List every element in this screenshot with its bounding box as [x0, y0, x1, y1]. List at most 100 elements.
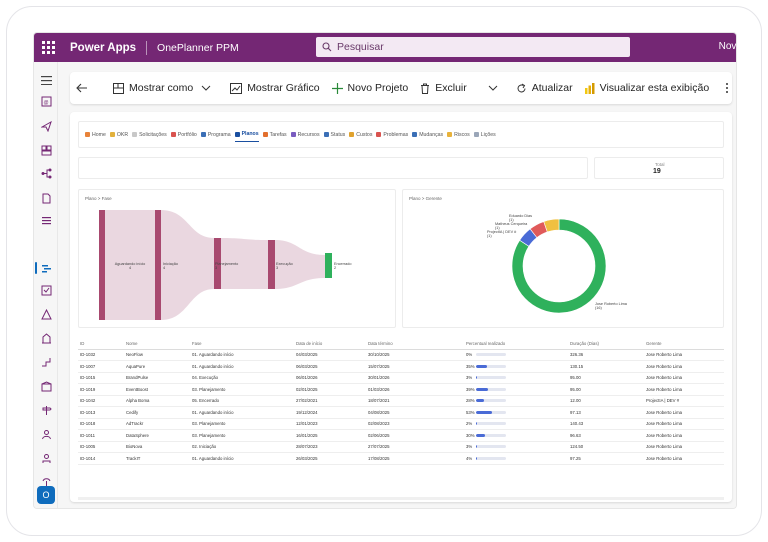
cell-dur: 326.36 — [570, 352, 584, 358]
signpost-icon[interactable] — [40, 404, 52, 416]
table-row[interactable]: ID-1011 DataSphere 03. Planejamento 16/01/2… — [78, 430, 724, 442]
column-header[interactable]: Gerente — [646, 340, 662, 346]
cell-dur: 95.00 — [570, 375, 581, 381]
tab-label: Recursos — [297, 131, 320, 138]
tab-problemas[interactable]: Problemas — [376, 128, 408, 142]
sankey-chart[interactable] — [79, 190, 395, 327]
tasks-icon[interactable] — [40, 284, 52, 296]
user-icon[interactable] — [40, 452, 52, 464]
table-row[interactable]: ID-1013 Cedify 01. Aguardando início 19/12/… — [78, 407, 724, 419]
table-row[interactable]: ID-1007 AquaPure 01. Aguardando início 06/0… — [78, 361, 724, 373]
column-header[interactable]: ID — [80, 340, 85, 346]
plans-icon[interactable] — [40, 262, 52, 274]
table-row[interactable]: ID-1015 BrandPulse 04. Execução 06/01/2026 3… — [78, 373, 724, 384]
tab-lições[interactable]: Lições — [473, 128, 496, 142]
donut-slice[interactable] — [511, 218, 607, 314]
more-commands-dropdown[interactable] — [481, 72, 510, 104]
show-as-button[interactable]: Mostrar como — [107, 72, 224, 104]
projects-table: ID Nome Fase Data de início Data término Perc… — [78, 338, 724, 465]
cell-phase: 04. Execução — [192, 375, 219, 381]
show-chart-button[interactable]: Mostrar Gráfico — [224, 72, 325, 104]
tab-tarefas[interactable]: Tarefas — [262, 128, 287, 142]
column-header[interactable]: Percentual realizado — [466, 340, 506, 346]
kpi-card: Total 19 — [594, 157, 724, 179]
portfolio-icon[interactable] — [40, 144, 52, 156]
refresh-button[interactable]: Atualizar — [510, 72, 579, 104]
area-switcher-button[interactable]: O — [37, 486, 55, 504]
cell-start: 02/01/2025 — [296, 386, 318, 392]
table-row[interactable]: ID-1032 NeoFlow 01. Aguardando início 04/03… — [78, 350, 724, 361]
tab-label: Solicitações — [139, 131, 167, 138]
column-header[interactable]: Nome — [126, 340, 138, 346]
cell-mgr: Jose Roberto Lima — [646, 352, 683, 358]
column-header[interactable]: Data de início — [296, 340, 323, 346]
cell-end: 17/08/2025 — [368, 455, 390, 461]
filter-panel[interactable] — [78, 157, 588, 179]
table-row[interactable]: ID-1019 EventBoost 03. Planejamento 02/01/2… — [78, 384, 724, 396]
cell-name: DataSphere — [126, 432, 149, 438]
column-header[interactable]: Fase — [192, 340, 202, 346]
send-icon[interactable] — [40, 120, 52, 132]
progress-bar — [476, 410, 506, 414]
tab-recursos[interactable]: Recursos — [290, 128, 320, 142]
document-icon[interactable] — [40, 192, 52, 204]
flow-icon[interactable] — [40, 356, 52, 368]
view-report-button[interactable]: Visualizar esta exibição — [579, 72, 716, 104]
cell-id: ID-1013 — [80, 409, 96, 415]
table-row[interactable]: ID-1014 TrackIT 01. Aguardando início 26/03… — [78, 453, 724, 465]
cell-name: AquaPure — [126, 363, 146, 369]
table-row[interactable]: ID-1005 BioNova 02. Iniciação 28/07/2023 27/… — [78, 442, 724, 453]
warning-icon[interactable] — [40, 308, 52, 320]
list-icon[interactable] — [40, 214, 52, 226]
environment-name[interactable]: OnePlanner PPM — [157, 41, 239, 54]
package-icon[interactable] — [40, 380, 52, 392]
table-row[interactable]: ID-1042 Alpha Boma 05. Encerrado 27/02/2021… — [78, 396, 724, 407]
overflow-menu-button[interactable] — [719, 72, 736, 104]
delete-button[interactable]: Excluir — [414, 72, 473, 104]
back-arrow-icon — [76, 83, 87, 93]
app-launcher-icon[interactable] — [34, 33, 62, 62]
command-bar: Mostrar como Mostrar Gráfico Novo Projet… — [70, 72, 732, 104]
tab-icon — [349, 132, 355, 137]
cell-id: ID-1018 — [80, 421, 96, 427]
percent-cell: 2% — [466, 421, 570, 426]
tab-portfólio[interactable]: Portfólio — [170, 128, 197, 142]
tab-icon — [85, 132, 90, 137]
sankey-flow — [161, 210, 214, 320]
tab-label: Home — [92, 131, 106, 138]
column-header[interactable]: Duração (Dias) — [570, 340, 599, 346]
hamburger-icon[interactable] — [40, 74, 52, 86]
okr-icon[interactable]: @ — [40, 95, 52, 107]
hierarchy-icon[interactable] — [40, 167, 52, 179]
tab-custos[interactable]: Custos — [349, 128, 372, 142]
new-project-button[interactable]: Novo Projeto — [326, 72, 415, 104]
donut-chart[interactable] — [403, 190, 723, 327]
percent-value: 35% — [466, 363, 475, 369]
tab-planos[interactable]: Planos — [234, 128, 259, 142]
tab-home[interactable]: Home — [85, 128, 106, 142]
cell-mgr: Jose Roberto Lima — [646, 444, 683, 450]
tab-solicitações[interactable]: Solicitações — [132, 128, 167, 142]
cell-mgr: Jose Roberto Lima — [646, 432, 683, 438]
cell-name: Alpha Boma — [126, 398, 150, 404]
cell-phase: 01. Aguardando início — [192, 409, 234, 415]
palm-icon[interactable] — [40, 476, 52, 488]
team-icon[interactable] — [40, 428, 52, 440]
new-button[interactable]: Nova — [718, 41, 736, 52]
progress-bar — [476, 456, 506, 460]
donut-slice[interactable] — [543, 218, 560, 233]
tab-programa[interactable]: Programa — [200, 128, 231, 142]
table-row[interactable]: ID-1018 AdTrackr 03. Planejamento 12/01/202… — [78, 419, 724, 430]
tab-mudanças[interactable]: Mudanças — [412, 128, 443, 142]
back-button[interactable] — [70, 72, 99, 104]
column-header[interactable]: Data término — [368, 340, 393, 346]
donut-label: ProjectIA | DEV # (1) — [487, 230, 517, 238]
tab-status[interactable]: Status — [323, 128, 345, 142]
tab-okr[interactable]: OKR — [109, 128, 128, 142]
horizontal-scrollbar[interactable] — [78, 497, 724, 500]
building-icon[interactable] — [40, 332, 52, 344]
cell-end: 27/07/2025 — [368, 444, 390, 450]
tab-riscos[interactable]: Riscos — [447, 128, 470, 142]
progress-bar — [476, 353, 506, 357]
search-input[interactable]: Pesquisar — [316, 37, 630, 57]
